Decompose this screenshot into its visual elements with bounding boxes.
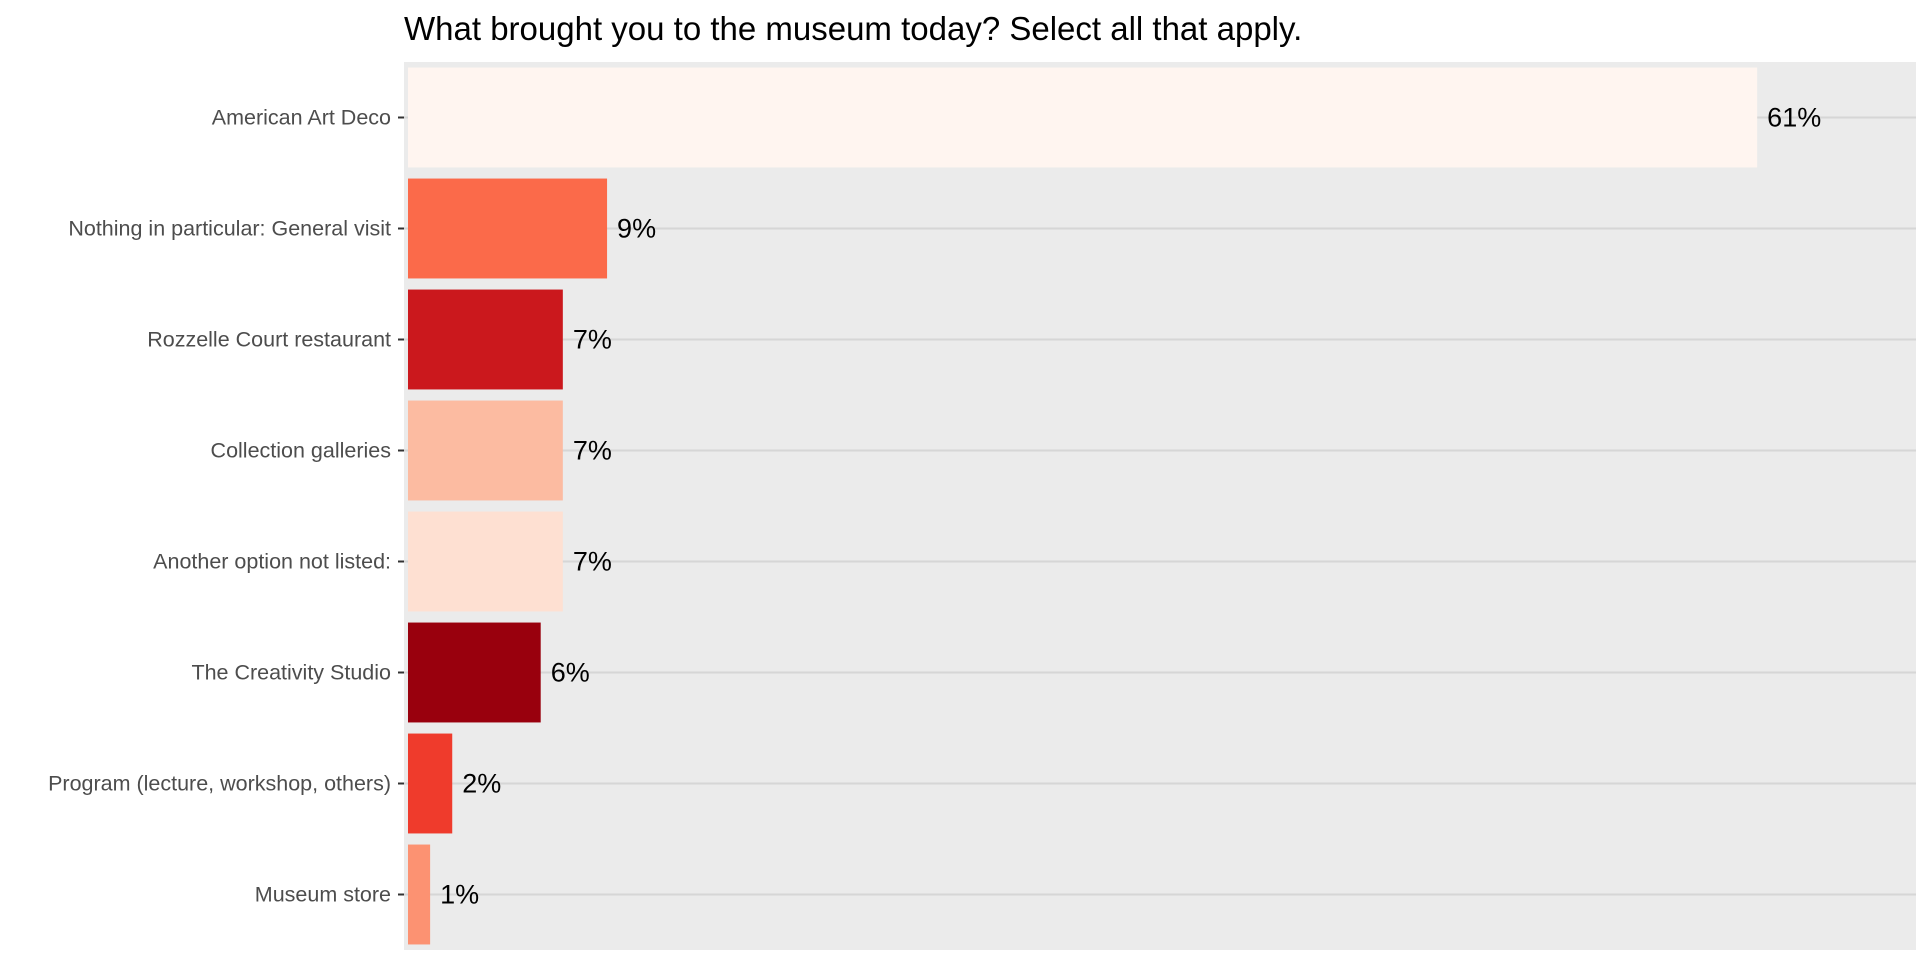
category-label: Another option not listed: xyxy=(153,550,391,574)
bars xyxy=(408,67,1758,945)
category-labels: American Art Deco Nothing in particular: … xyxy=(48,106,404,907)
bar xyxy=(408,733,453,834)
category-label: American Art Deco xyxy=(212,106,391,130)
bar xyxy=(408,289,563,390)
bar xyxy=(408,511,563,612)
value-label: 7% xyxy=(573,436,612,466)
value-label: 1% xyxy=(440,880,479,910)
value-label: 9% xyxy=(617,214,656,244)
category-label: Nothing in particular: General visit xyxy=(68,217,391,241)
gridlines xyxy=(404,116,1916,896)
category-label: The Creativity Studio xyxy=(191,661,391,685)
plot-panel xyxy=(404,62,1916,950)
value-label: 6% xyxy=(551,658,590,688)
category-label: Program (lecture, workshop, others) xyxy=(48,772,391,796)
chart-title: What brought you to the museum today? Se… xyxy=(404,10,1302,47)
bar xyxy=(408,178,608,279)
value-label: 7% xyxy=(573,547,612,577)
bar xyxy=(408,622,541,723)
bar xyxy=(408,400,563,501)
value-labels: 61% 9% 7% 7% 7% 6% 2% 1% xyxy=(440,103,1821,910)
category-label: Rozzelle Court restaurant xyxy=(147,328,391,352)
value-label: 7% xyxy=(573,325,612,355)
category-label: Museum store xyxy=(255,883,391,907)
value-label: 61% xyxy=(1767,103,1821,133)
bar xyxy=(408,844,431,945)
bar xyxy=(408,67,1758,168)
value-label: 2% xyxy=(462,769,501,799)
category-label: Collection galleries xyxy=(211,439,391,463)
